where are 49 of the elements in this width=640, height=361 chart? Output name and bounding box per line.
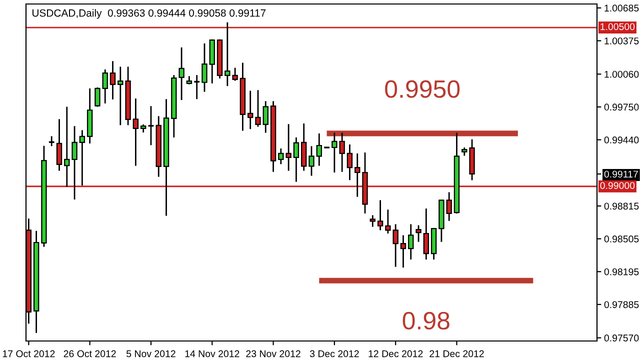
x-tick-label: 21 Dec 2012 <box>430 350 484 358</box>
candlestick <box>248 90 254 130</box>
series-label: 0.9950 <box>385 80 460 98</box>
candlestick <box>110 60 116 100</box>
series-label: 0.98 <box>402 312 450 330</box>
x-tick-label: 23 Nov 2012 <box>246 350 300 358</box>
chart-title: USDCAD,Daily 0.99363 0.99444 0.99058 0.99117 <box>32 9 266 19</box>
candlestick <box>346 144 353 181</box>
candlestick <box>416 224 422 243</box>
candlestick <box>316 132 322 167</box>
y-tick-label: 1.00060 <box>604 70 639 78</box>
candlestick <box>132 98 139 167</box>
y-tick-label: 0.98195 <box>604 268 639 276</box>
x-tick-label: 3 Dec 2012 <box>310 350 359 358</box>
candlestick <box>193 74 200 100</box>
x-tick-label: 5 Nov 2012 <box>126 350 176 358</box>
candlestick <box>262 100 268 134</box>
x-tick-label: 26 Oct 2012 <box>64 350 116 358</box>
y-tick-label: 0.97885 <box>604 301 639 308</box>
x-tick-label: 12 Dec 2012 <box>368 350 423 358</box>
y-tick-label: 0.99750 <box>604 104 639 111</box>
y-tick-label: 1.00375 <box>604 37 639 44</box>
candlestick <box>308 145 314 176</box>
candlestick <box>377 199 384 231</box>
candlestick <box>255 89 261 128</box>
candlestick <box>72 125 78 200</box>
candlestick <box>102 68 108 104</box>
y-tick-label: 1.00685 <box>604 4 639 12</box>
candlestick <box>64 106 70 188</box>
candlestick <box>400 234 406 268</box>
x-tick-label: 14 Nov 2012 <box>185 350 240 358</box>
candlestick <box>293 136 300 183</box>
candlestick <box>202 42 208 92</box>
y-tick-label: 0.98815 <box>604 202 639 210</box>
candlestick <box>408 223 414 260</box>
y-tick-label: 0.99117 <box>604 170 638 178</box>
ref-line-label: 1.00500 <box>600 23 635 30</box>
y-tick-label: 0.98505 <box>604 236 639 242</box>
candlestick <box>94 86 100 108</box>
candlestick <box>48 135 56 147</box>
candlestick <box>56 118 62 172</box>
candlestick <box>370 214 376 228</box>
candlestick <box>301 122 307 172</box>
candlestick <box>423 208 430 260</box>
x-tick-label: 17 Oct 2012 <box>2 350 55 358</box>
ref-line-label: 0.99000 <box>600 182 635 189</box>
y-tick-label: 0.99440 <box>604 136 639 144</box>
y-tick-label: 0.97570 <box>604 334 639 342</box>
candlestick <box>79 129 86 186</box>
